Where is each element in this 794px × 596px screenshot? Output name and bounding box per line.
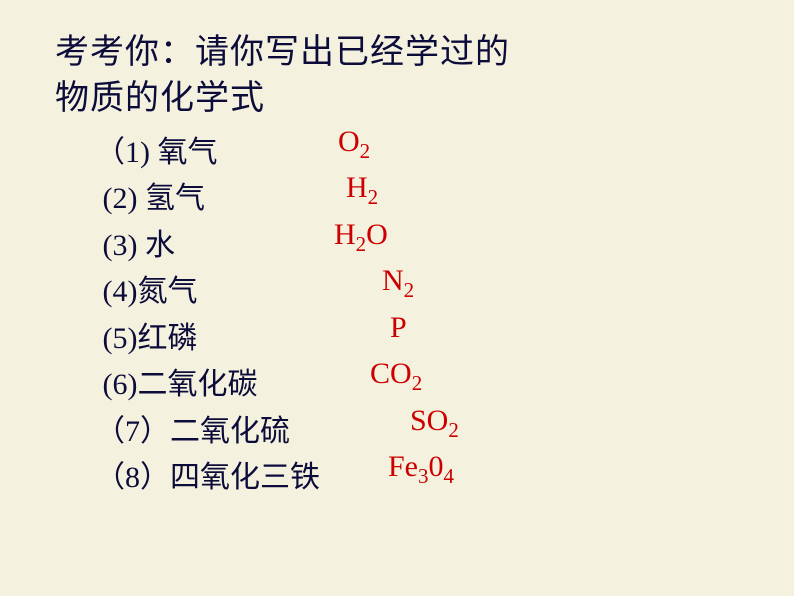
item-name: 四氧化三铁 [170,455,320,502]
item-number: (2) [95,176,145,223]
item-name: 氮气 [137,269,197,316]
item-number: (5) [95,316,137,363]
item-list: （1) 氧气 (2) 氢气 (3) 水 (4)氮气 (5)红磷 (6)二氧化碳（… [55,130,794,502]
item-number: (6) [95,362,137,409]
chemical-formula: CO2 [370,357,422,391]
item-number: （1) [95,130,158,177]
item-number: （7） [95,409,170,456]
item-number: (3) [95,223,145,270]
list-item: (2) 氢气 [95,176,794,223]
item-number: （8） [95,455,170,502]
chemical-formula: H2O [334,218,388,252]
item-name: 氧气 [158,130,218,177]
item-name: 水 [145,223,175,270]
chemical-formula: SO2 [410,404,459,438]
item-name: 氢气 [145,176,205,223]
title: 考考你：请你写出已经学过的 物质的化学式 [55,30,794,122]
chemical-formula: N2 [382,264,414,298]
item-name: 红磷 [137,316,197,363]
slide-content: 考考你：请你写出已经学过的 物质的化学式 （1) 氧气 (2) 氢气 (3) 水… [0,0,794,502]
chemical-formula: O2 [338,125,370,159]
title-line-1: 考考你：请你写出已经学过的 [55,30,794,76]
chemical-formula: P [390,311,407,345]
item-name: 二氧化碳 [137,362,257,409]
chemical-formula: Fe304 [388,450,454,484]
title-line-2: 物质的化学式 [55,76,794,122]
item-number: (4) [95,269,137,316]
list-item: (3) 水 [95,223,794,270]
list-item: （1) 氧气 [95,130,794,177]
chemical-formula: H2 [346,171,378,205]
list-item: (5)红磷 [95,316,794,363]
item-name: 二氧化硫 [170,409,290,456]
list-item: (6)二氧化碳 [95,362,794,409]
list-item: (4)氮气 [95,269,794,316]
